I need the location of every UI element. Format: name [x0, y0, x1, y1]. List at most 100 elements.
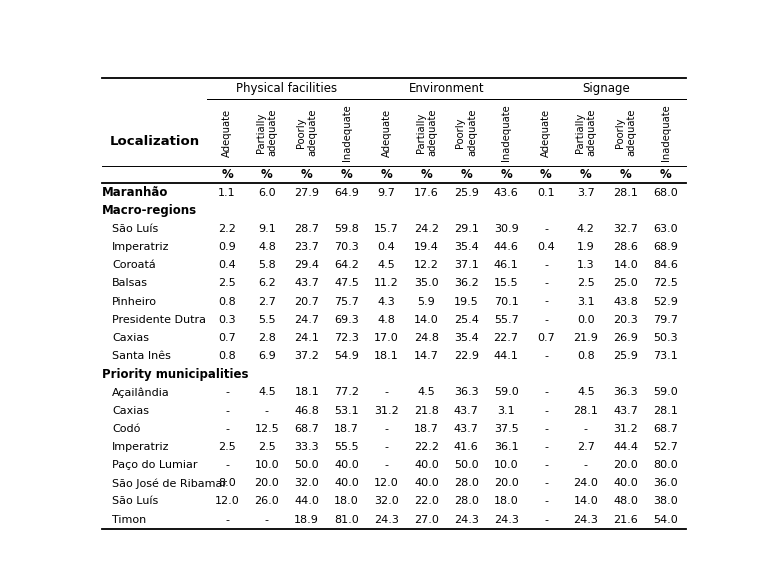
Text: %: %: [381, 168, 392, 182]
Text: 12.2: 12.2: [414, 260, 439, 270]
Text: -: -: [225, 424, 229, 434]
Text: 20.0: 20.0: [614, 460, 638, 470]
Text: 2.5: 2.5: [218, 442, 236, 452]
Text: -: -: [265, 515, 269, 525]
Text: 1.3: 1.3: [577, 260, 594, 270]
Text: 12.0: 12.0: [215, 496, 239, 506]
Text: 4.3: 4.3: [378, 297, 396, 306]
Text: 35.4: 35.4: [454, 333, 479, 343]
Text: 5.9: 5.9: [418, 297, 435, 306]
Text: 36.3: 36.3: [614, 387, 638, 397]
Text: 69.3: 69.3: [334, 315, 359, 325]
Text: 50.0: 50.0: [454, 460, 479, 470]
Text: 5.5: 5.5: [258, 315, 275, 325]
Text: 32.0: 32.0: [295, 478, 319, 488]
Text: 22.2: 22.2: [414, 442, 439, 452]
Text: -: -: [584, 424, 588, 434]
Text: 32.7: 32.7: [614, 224, 638, 234]
Text: 9.1: 9.1: [258, 224, 275, 234]
Text: 43.7: 43.7: [295, 278, 319, 288]
Text: %: %: [261, 168, 273, 182]
Text: 33.3: 33.3: [295, 442, 319, 452]
Text: Poorly
adequate: Poorly adequate: [615, 109, 636, 156]
Text: 31.2: 31.2: [614, 424, 638, 434]
Text: -: -: [544, 460, 548, 470]
Text: 2.5: 2.5: [218, 278, 236, 288]
Text: Macro-regions: Macro-regions: [102, 204, 197, 217]
Text: 40.0: 40.0: [614, 478, 638, 488]
Text: São Luís: São Luís: [112, 224, 158, 234]
Text: 3.1: 3.1: [577, 297, 594, 306]
Text: 37.1: 37.1: [454, 260, 479, 270]
Text: %: %: [421, 168, 432, 182]
Text: 43.8: 43.8: [614, 297, 638, 306]
Text: 43.7: 43.7: [454, 424, 479, 434]
Text: 26.0: 26.0: [255, 496, 279, 506]
Text: 36.3: 36.3: [454, 387, 479, 397]
Text: 44.6: 44.6: [493, 242, 519, 252]
Text: 14.0: 14.0: [414, 315, 439, 325]
Text: 36.1: 36.1: [493, 442, 519, 452]
Text: 24.7: 24.7: [295, 315, 319, 325]
Text: 18.0: 18.0: [493, 496, 519, 506]
Text: 28.6: 28.6: [614, 242, 638, 252]
Text: 4.2: 4.2: [577, 224, 595, 234]
Text: 24.8: 24.8: [414, 333, 439, 343]
Text: 40.0: 40.0: [334, 478, 359, 488]
Text: 68.7: 68.7: [295, 424, 319, 434]
Text: -: -: [544, 297, 548, 306]
Text: -: -: [544, 387, 548, 397]
Text: 59.8: 59.8: [334, 224, 359, 234]
Text: 0.4: 0.4: [218, 260, 236, 270]
Text: 25.9: 25.9: [454, 188, 479, 197]
Text: 59.0: 59.0: [493, 387, 519, 397]
Text: Caxias: Caxias: [112, 333, 149, 343]
Text: -: -: [544, 224, 548, 234]
Text: 15.5: 15.5: [493, 278, 519, 288]
Text: 0.8: 0.8: [218, 297, 236, 306]
Text: Caxias: Caxias: [112, 406, 149, 416]
Text: Inadequate: Inadequate: [342, 104, 352, 161]
Text: Partially
adequate: Partially adequate: [575, 109, 597, 156]
Text: -: -: [544, 260, 548, 270]
Text: 0.8: 0.8: [577, 351, 594, 361]
Text: 43.7: 43.7: [614, 406, 638, 416]
Text: -: -: [385, 387, 389, 397]
Text: 14.0: 14.0: [574, 496, 598, 506]
Text: 40.0: 40.0: [334, 460, 359, 470]
Text: -: -: [225, 515, 229, 525]
Text: 54.9: 54.9: [334, 351, 359, 361]
Text: -: -: [265, 406, 269, 416]
Text: %: %: [461, 168, 472, 182]
Text: Adequate: Adequate: [541, 108, 551, 157]
Text: 22.7: 22.7: [493, 333, 519, 343]
Text: Adequate: Adequate: [222, 108, 232, 157]
Text: 43.6: 43.6: [493, 188, 519, 197]
Text: 55.7: 55.7: [493, 315, 519, 325]
Text: Coroatá: Coroatá: [112, 260, 156, 270]
Text: 54.0: 54.0: [653, 515, 678, 525]
Text: -: -: [225, 460, 229, 470]
Text: 28.7: 28.7: [295, 224, 319, 234]
Text: 28.0: 28.0: [454, 496, 479, 506]
Text: Inadequate: Inadequate: [501, 104, 511, 161]
Text: 41.6: 41.6: [454, 442, 479, 452]
Text: 5.8: 5.8: [258, 260, 275, 270]
Text: 81.0: 81.0: [334, 515, 359, 525]
Text: -: -: [544, 406, 548, 416]
Text: 3.1: 3.1: [497, 406, 515, 416]
Text: 20.0: 20.0: [493, 478, 519, 488]
Text: 30.9: 30.9: [493, 224, 519, 234]
Text: 27.9: 27.9: [295, 188, 319, 197]
Text: 28.1: 28.1: [574, 406, 598, 416]
Text: 43.7: 43.7: [454, 406, 479, 416]
Text: 24.1: 24.1: [295, 333, 319, 343]
Text: 0.4: 0.4: [537, 242, 555, 252]
Text: 4.8: 4.8: [378, 315, 396, 325]
Text: -: -: [544, 278, 548, 288]
Text: 3.7: 3.7: [577, 188, 594, 197]
Text: -: -: [385, 460, 389, 470]
Text: 53.1: 53.1: [334, 406, 359, 416]
Text: 2.2: 2.2: [218, 224, 236, 234]
Text: 48.0: 48.0: [614, 496, 638, 506]
